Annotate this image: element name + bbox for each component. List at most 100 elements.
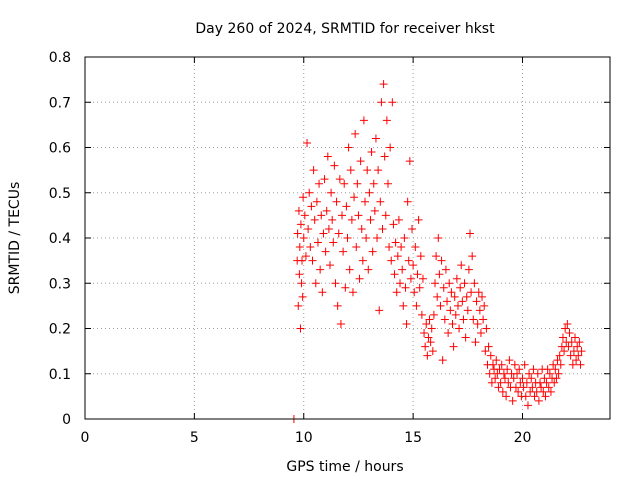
data-point-plus: [434, 234, 443, 242]
data-point-plus: [379, 80, 388, 89]
data-point-plus: [474, 288, 483, 297]
data-point-plus: [472, 297, 481, 306]
data-point-plus: [421, 342, 430, 351]
y-tick-label: 0: [62, 412, 71, 428]
data-point-plus: [293, 229, 302, 238]
data-point-plus: [397, 243, 406, 252]
data-point-plus: [447, 288, 456, 297]
data-point-plus: [514, 387, 523, 396]
data-point-plus: [294, 301, 303, 310]
data-point-plus: [316, 265, 325, 274]
data-point-plus: [331, 279, 340, 288]
data-point-plus: [368, 247, 377, 256]
data-point-plus: [310, 215, 319, 224]
data-point-plus: [355, 274, 364, 283]
data-point-plus: [420, 329, 429, 338]
data-point-plus: [478, 292, 487, 301]
data-point-plus: [409, 261, 418, 270]
y-axis-label: SRMTID / TECUs: [7, 182, 23, 295]
data-point-plus: [543, 365, 552, 374]
data-point-plus: [444, 329, 453, 338]
y-tick-label: 0.5: [49, 186, 71, 202]
data-point-plus: [326, 261, 334, 270]
data-point-plus: [398, 265, 407, 274]
data-point-plus: [366, 215, 375, 224]
data-point-plus: [354, 211, 363, 220]
data-point-plus: [511, 383, 520, 392]
data-point-plus: [520, 360, 529, 369]
y-tick-label: 0.7: [49, 95, 71, 111]
data-point-plus: [542, 378, 551, 387]
data-point-plus: [339, 247, 348, 256]
data-point-plus: [460, 279, 469, 288]
data-point-plus: [515, 365, 524, 374]
data-point-plus: [299, 193, 308, 202]
data-point-plus: [367, 148, 376, 157]
data-point-plus: [458, 297, 467, 306]
data-point-plus: [466, 229, 474, 238]
x-tick-label: 15: [404, 430, 422, 446]
data-point-plus: [564, 342, 573, 351]
data-point-plus: [471, 338, 480, 347]
data-point-plus: [353, 179, 362, 188]
data-point-plus: [550, 378, 559, 387]
data-point-plus: [429, 310, 438, 319]
data-point-plus: [545, 369, 554, 378]
data-point-plus: [452, 274, 461, 283]
data-point-plus: [374, 166, 383, 175]
data-point-plus: [335, 175, 344, 184]
data-point-plus: [342, 202, 351, 211]
data-point-plus: [431, 279, 439, 288]
data-point-plus: [309, 166, 318, 175]
data-point-plus: [405, 157, 414, 166]
data-point-plus: [332, 197, 341, 206]
data-point-plus: [425, 315, 434, 324]
data-point-plus: [530, 392, 539, 401]
data-point-plus: [552, 374, 561, 383]
data-point-plus: [390, 270, 399, 279]
data-point-plus: [534, 396, 543, 405]
data-point-plus: [486, 351, 495, 360]
data-point-plus: [453, 301, 462, 310]
data-point-plus: [388, 98, 397, 107]
data-point-plus: [502, 392, 511, 401]
data-point-plus: [433, 292, 442, 301]
data-point-plus: [408, 224, 417, 233]
x-tick-label: 5: [190, 430, 199, 446]
data-point-plus: [344, 143, 353, 152]
data-point-plus: [346, 166, 355, 175]
x-tick-label: 20: [514, 430, 532, 446]
data-point-plus: [364, 265, 373, 274]
data-point-plus: [491, 374, 500, 383]
data-point-plus: [381, 211, 390, 220]
data-point-plus: [305, 188, 314, 197]
data-point-plus: [323, 152, 332, 161]
data-point-plus: [402, 319, 411, 328]
data-point-plus: [328, 215, 337, 224]
data-points: [289, 80, 586, 423]
data-point-plus: [558, 333, 567, 342]
data-point-plus: [496, 378, 505, 387]
data-point-plus: [492, 356, 501, 365]
data-point-plus: [294, 206, 303, 215]
data-point-plus: [296, 324, 305, 333]
data-point-plus: [411, 243, 420, 252]
data-point-plus: [428, 347, 437, 356]
data-point-plus: [352, 243, 361, 252]
data-point-plus: [359, 116, 368, 125]
y-tick-label: 0.6: [49, 141, 71, 157]
data-point-plus: [380, 152, 389, 161]
x-tick-label: 0: [81, 430, 90, 446]
data-point-plus: [356, 157, 365, 166]
data-point-plus: [312, 197, 321, 206]
data-point-plus: [577, 347, 586, 356]
data-point-plus: [296, 220, 305, 229]
data-point-plus: [412, 301, 421, 310]
data-point-plus: [505, 356, 514, 365]
data-point-plus: [394, 215, 403, 224]
data-point-plus: [414, 215, 423, 224]
data-point-plus: [556, 360, 565, 369]
data-point-plus: [313, 238, 322, 247]
data-point-plus: [576, 360, 585, 369]
data-point-plus: [347, 215, 356, 224]
